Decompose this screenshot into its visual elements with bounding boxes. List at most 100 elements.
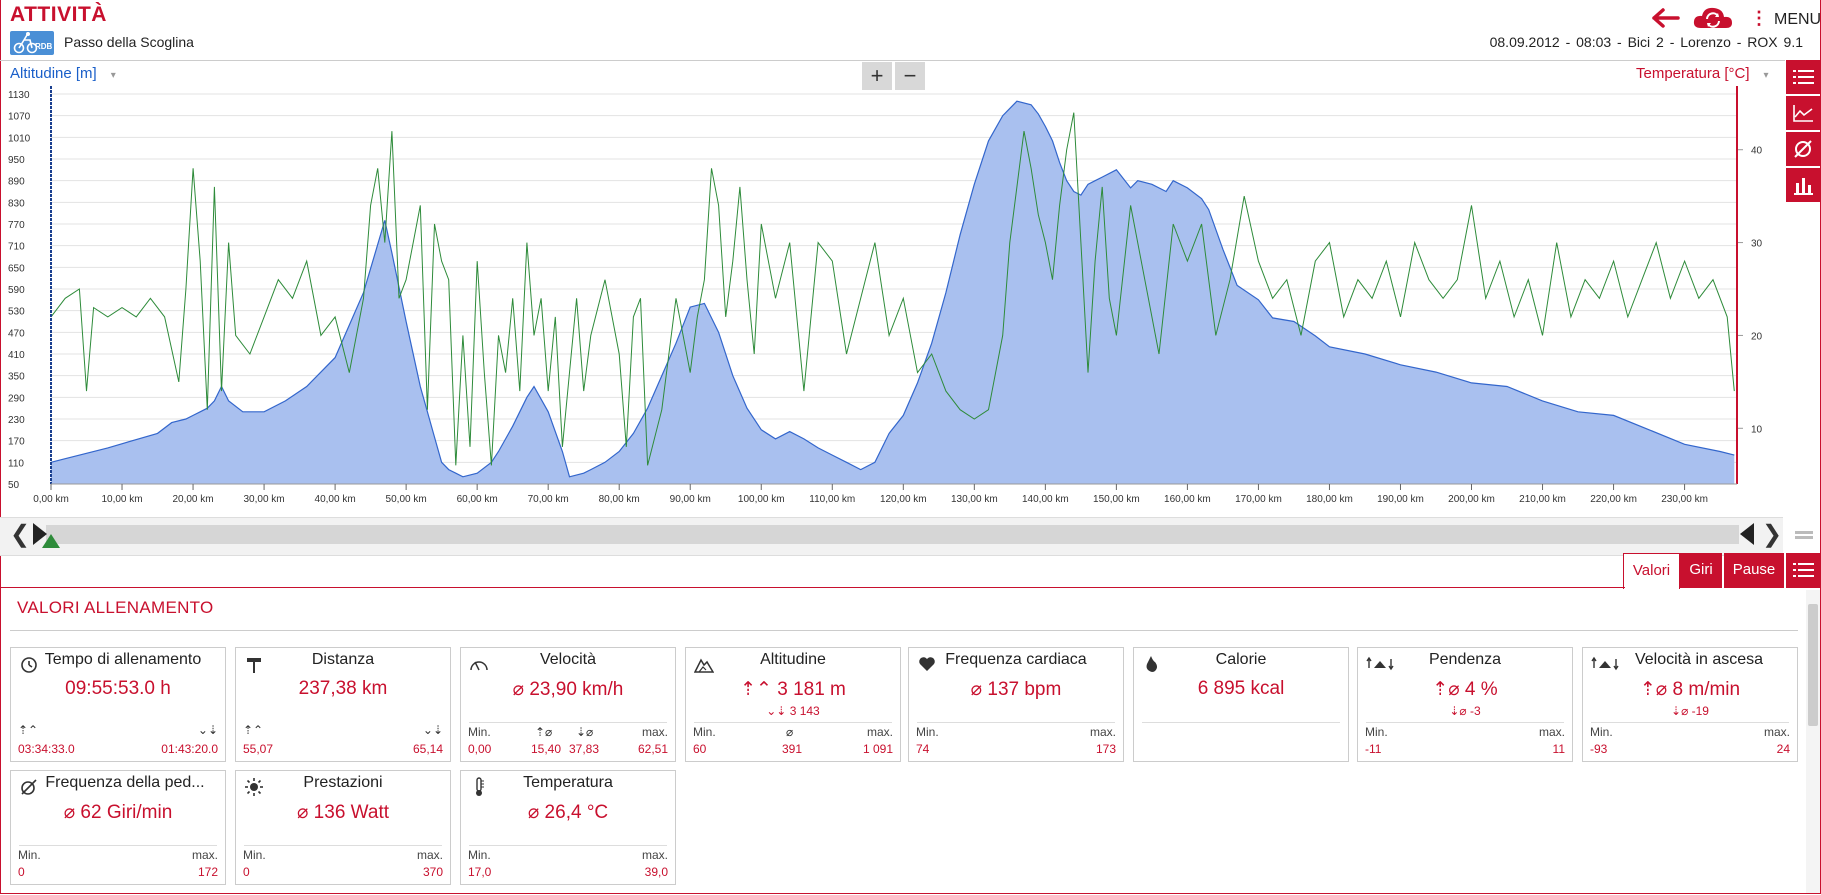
range-start-marker[interactable] xyxy=(42,534,60,548)
y-tick-label: 770 xyxy=(8,220,25,231)
range-slider-track[interactable] xyxy=(46,525,1739,544)
x-tick-label: 60,00 km xyxy=(457,494,498,505)
line-chart-button[interactable] xyxy=(1786,96,1821,130)
ascent-value: 03:34:33.0 xyxy=(18,742,75,756)
card-value: 09:55:53.0 h xyxy=(65,678,171,699)
card-pendenza[interactable]: Pendenza ⇡⌀ 4 % ⇣⌀ -3 Min. max. -11 11 xyxy=(1357,647,1573,762)
descent-value: 65,14 xyxy=(412,742,443,756)
back-arrow-icon[interactable] xyxy=(1650,6,1682,30)
card-frequenza-cardiaca[interactable]: Frequenza cardiaca ⌀ 137 bpm Min. max. 7… xyxy=(908,647,1124,762)
min-label: Min. xyxy=(1365,725,1388,739)
speedometer-icon xyxy=(470,661,488,671)
values-list-button[interactable] xyxy=(1786,553,1821,588)
power-icon xyxy=(245,778,263,796)
card-velocita-ascesa[interactable]: Velocità in ascesa ⇡⌀ 8 m/min ⇣⌀ -19 Min… xyxy=(1582,647,1798,762)
y-tick-label: 290 xyxy=(8,393,25,404)
y-tick-label: 350 xyxy=(8,372,25,383)
chevron-down-icon: ▾ xyxy=(110,70,116,81)
min-value: 74 xyxy=(916,742,930,756)
min-label: Min. xyxy=(243,848,266,862)
card-cadenza[interactable]: Frequenza della ped... ⌀ 62 Giri/min Min… xyxy=(10,770,226,885)
menu-label: MENU xyxy=(1774,11,1821,28)
y-tick-label: 530 xyxy=(8,307,25,318)
card-divider xyxy=(469,722,667,723)
card-divider xyxy=(1366,722,1564,723)
tab-pause[interactable]: Pause xyxy=(1724,553,1784,588)
card-divider xyxy=(244,845,442,846)
y-tick-label: 950 xyxy=(8,155,25,166)
range-left-arrow[interactable]: ❮ xyxy=(10,521,31,548)
avg-value: 391 xyxy=(782,742,803,756)
avg-descent-value: 37,83 xyxy=(569,742,600,756)
x-tick-label: 120,00 km xyxy=(880,494,927,505)
descent-value: 01:43:20.0 xyxy=(161,742,218,756)
cloud-sync-icon[interactable] xyxy=(1692,4,1734,32)
card-title: Tempo di allenamento xyxy=(44,651,202,668)
card-calorie[interactable]: Calorie 6 895 kcal xyxy=(1133,647,1349,762)
y-tick-label: 1010 xyxy=(8,133,31,144)
x-tick-label: 50,00 km xyxy=(386,494,427,505)
card-title: Prestazioni xyxy=(303,774,383,791)
mountain-icon xyxy=(694,658,714,673)
altitude-temperature-chart[interactable]: 1130 1070 1010 950 890 830 770 710 650 590 530 470 4… xyxy=(0,60,1785,515)
x-tick-label: 90,00 km xyxy=(670,494,711,505)
tab-giri[interactable]: Giri xyxy=(1680,553,1722,588)
max-label: max. xyxy=(1538,725,1565,739)
x-tick-label: 170,00 km xyxy=(1235,494,1282,505)
scrollbar-thumb[interactable] xyxy=(1808,604,1818,726)
right-axis-selector[interactable]: Temperatura [°C] ▾ xyxy=(1636,65,1769,82)
card-prestazioni[interactable]: Prestazioni ⌀ 136 Watt Min. max. 0 370 xyxy=(235,770,451,885)
y-tick-label: 170 xyxy=(8,437,25,448)
zoom-out-button[interactable]: − xyxy=(895,62,925,90)
x-tick-label: 210,00 km xyxy=(1519,494,1566,505)
card-temperatura[interactable]: Temperatura ⌀ 26,4 °C Min. max. 17,0 39,… xyxy=(460,770,676,885)
y2-tick-label: 10 xyxy=(1751,424,1763,435)
card-title: Calorie xyxy=(1215,651,1267,668)
y-tick-label: 710 xyxy=(8,242,25,253)
max-label: max. xyxy=(1089,725,1116,739)
heart-icon xyxy=(919,657,935,671)
left-axis-selector[interactable]: Altitudine [m] ▾ xyxy=(10,65,116,82)
y-tick-label: 590 xyxy=(8,285,25,296)
card-value: ⌀ 137 bpm xyxy=(970,679,1062,700)
right-axis-label: Temperatura [°C] xyxy=(1636,65,1750,82)
y-tick-label: 890 xyxy=(8,177,25,188)
average-button[interactable] xyxy=(1786,132,1821,166)
signpost-icon xyxy=(247,658,261,673)
line-chart-icon xyxy=(1793,105,1813,122)
card-value: ⌀ 23,90 km/h xyxy=(512,679,624,700)
x-tick-label: 100,00 km xyxy=(738,494,785,505)
card-tempo[interactable]: Tempo di allenamento 09:55:53.0 h ⇡⌃ ⌄⇣ … xyxy=(10,647,226,762)
zoom-in-button[interactable]: + xyxy=(862,62,892,90)
descent-icon: ⌄⇣ xyxy=(197,723,218,737)
range-right-arrow[interactable]: ❯ xyxy=(1762,521,1783,548)
card-value: ⇡⌀ 8 m/min xyxy=(1639,679,1741,700)
page-title: ATTIVITÀ xyxy=(10,3,107,26)
tab-valori[interactable]: Valori xyxy=(1623,553,1680,589)
section-title: VALORI ALLENAMENTO xyxy=(17,598,214,617)
activity-meta: 08.09.2012 - 08:03 - Bici 2 - Lorenzo - … xyxy=(1489,34,1803,50)
card-title: Distanza xyxy=(311,651,375,668)
x-tick-label: 230,00 km xyxy=(1661,494,1708,505)
y2-tick-label: 20 xyxy=(1751,331,1763,342)
card-divider xyxy=(19,845,217,846)
card-altitudine[interactable]: Altitudine ⇡⌃ 3 181 m ⌄⇣ 3 143 Min. ⌀ ma… xyxy=(685,647,901,762)
max-label: max. xyxy=(1763,725,1790,739)
card-title: Frequenza della ped... xyxy=(45,774,205,791)
bar-chart-button[interactable] xyxy=(1786,168,1821,202)
card-velocita[interactable]: Velocità ⌀ 23,90 km/h Min. ⇡⌀ ⇣⌀ max. 0,… xyxy=(460,647,676,762)
drag-handle-icon[interactable] xyxy=(1795,531,1813,540)
left-axis-label: Altitudine [m] xyxy=(10,65,97,82)
x-tick-label: 30,00 km xyxy=(244,494,285,505)
min-label: Min. xyxy=(916,725,939,739)
list-view-button[interactable] xyxy=(1786,60,1821,94)
card-distanza[interactable]: Distanza 237,38 km ⇡⌃ ⌄⇣ 55,07 65,14 xyxy=(235,647,451,762)
y-tick-label: 230 xyxy=(8,415,25,426)
x-tick-label: 110,00 km xyxy=(809,494,855,505)
max-label: max. xyxy=(641,848,668,862)
menu-button[interactable]: ⋮ MENU xyxy=(1750,8,1821,29)
avg-descent-icon: ⇣⌀ xyxy=(576,725,594,739)
y2-tick-label: 30 xyxy=(1751,239,1763,250)
max-value: 11 xyxy=(1552,742,1565,756)
card-title: Temperatura xyxy=(523,774,613,791)
